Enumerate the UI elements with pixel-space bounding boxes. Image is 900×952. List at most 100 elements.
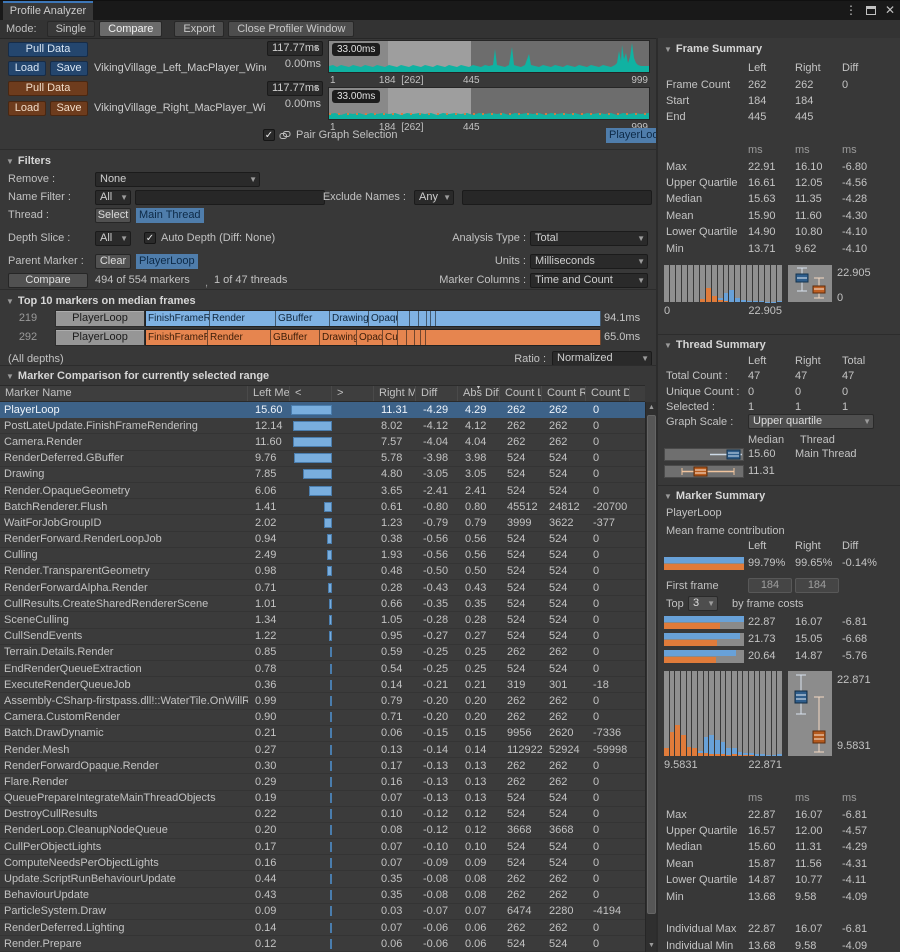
thread-row[interactable]: 11.31 <box>658 464 900 480</box>
table-row[interactable]: RenderForward.RenderLoopJob 0.94 0.38 -0.56… <box>0 531 645 548</box>
right-frame-graph[interactable]: 33.00ms <box>328 87 650 120</box>
top10-header[interactable]: ▼ Top 10 markers on median frames <box>6 295 196 307</box>
left-scale-dropdown[interactable]: 117.77ms ▼ <box>267 41 323 56</box>
table-row[interactable]: Render.OpaqueGeometry 6.06 3.65 -2.41 2.41 52… <box>0 482 645 500</box>
top-n-dropdown[interactable]: 3 ▼ <box>688 596 718 611</box>
table-row[interactable]: BehaviourUpdate 0.43 0.35 -0.08 0.08 262 262 0 <box>0 887 645 904</box>
table-row[interactable]: DestroyCullResults 0.22 0.10 -0.12 0.12 524 52… <box>0 806 645 823</box>
parent-clear-button[interactable]: Clear <box>95 254 131 269</box>
marker-segment[interactable] <box>431 311 436 326</box>
left-frame-graph[interactable]: 33.00ms <box>328 40 650 73</box>
marker-segment[interactable] <box>398 311 410 326</box>
pull-data-right-button[interactable]: Pull Data <box>8 81 88 96</box>
filters-header[interactable]: ▼ Filters <box>6 155 51 167</box>
comparison-header[interactable]: ▼ Marker Comparison for currently selecte… <box>6 370 270 382</box>
table-row[interactable]: EndRenderQueueExtraction 0.78 0.54 -0.25 0.2… <box>0 661 645 678</box>
marker-segment[interactable] <box>427 311 431 326</box>
frame-summary-header[interactable]: ▼ Frame Summary <box>664 43 763 55</box>
marker-root-button[interactable]: PlayerLoop <box>55 329 145 346</box>
table-row[interactable]: QueuePrepareIntegrateMainThreadObjects 0.… <box>0 790 645 807</box>
marker-segment[interactable]: Opaqu <box>369 311 398 326</box>
marker-segment[interactable]: GBuffer <box>276 311 330 326</box>
mode-single-button[interactable]: Single <box>46 21 96 37</box>
save-right-button[interactable]: Save <box>50 101 88 116</box>
marker-segment[interactable]: Opaqu <box>357 330 383 345</box>
panel-divider[interactable] <box>656 38 658 952</box>
column-header[interactable]: Left Med <box>248 386 290 401</box>
table-row[interactable]: Camera.Render 11.60 7.57 -4.04 4.04 262 262 0 <box>0 434 645 451</box>
marker-segment[interactable] <box>419 311 427 326</box>
marker-segment[interactable]: FinishFrameRe <box>146 311 210 326</box>
scroll-down-icon[interactable]: ▼ <box>648 942 655 949</box>
table-row[interactable]: BatchRenderer.Flush 1.41 0.61 -0.80 0.80 4551… <box>0 499 645 516</box>
table-row[interactable]: Batch.DrawDynamic 0.21 0.06 -0.15 0.15 9956 26… <box>0 725 645 742</box>
table-row[interactable]: WaitForJobGroupID 2.02 1.23 -0.79 0.79 3999 36… <box>0 515 645 532</box>
column-header[interactable]: Count D <box>586 386 630 401</box>
auto-depth-checkbox[interactable]: ✓ <box>144 232 156 244</box>
save-left-button[interactable]: Save <box>50 61 88 76</box>
table-row[interactable]: PostLateUpdate.FinishFrameRendering 12.14… <box>0 418 645 435</box>
table-row[interactable]: CullSendEvents 1.22 0.95 -0.27 0.27 524 524 0 <box>0 628 645 645</box>
frame-histogram[interactable] <box>664 265 783 302</box>
table-row[interactable]: Drawing 7.85 4.80 -3.05 3.05 524 524 0 <box>0 466 645 483</box>
marker-segment[interactable] <box>426 330 601 345</box>
name-filter-input[interactable] <box>135 190 325 205</box>
thread-select-button[interactable]: Select <box>95 208 131 223</box>
right-scale-dropdown[interactable]: 117.77ms ▼ <box>267 81 323 96</box>
close-profiler-button[interactable]: Close Profiler Window <box>228 21 355 37</box>
name-filter-mode-dropdown[interactable]: All ▼ <box>95 190 131 205</box>
column-header[interactable]: Marker Name <box>0 386 248 401</box>
marker-histogram[interactable] <box>664 671 783 756</box>
table-row[interactable]: Flare.Render 0.29 0.16 -0.13 0.13 262 262 0 <box>0 774 645 791</box>
marker-columns-dropdown[interactable]: Time and Count ▼ <box>530 273 648 288</box>
marker-summary-header[interactable]: ▼ Marker Summary <box>664 490 766 502</box>
table-row[interactable]: Update.ScriptRunBehaviourUpdate 0.44 0.35 -… <box>0 871 645 888</box>
column-header[interactable]: Abs Diff ▼ <box>458 386 500 401</box>
marker-segment[interactable] <box>415 330 421 345</box>
table-row[interactable]: Culling 2.49 1.93 -0.56 0.56 524 524 0 <box>0 547 645 564</box>
scrollbar-thumb[interactable] <box>647 415 656 914</box>
column-header[interactable]: < <box>290 386 332 401</box>
depth-dropdown[interactable]: All ▼ <box>95 231 131 246</box>
table-row[interactable]: ComputeNeedsPerObjectLights 0.16 0.07 -0.09… <box>0 855 645 872</box>
table-row[interactable]: RenderDeferred.Lighting 0.14 0.07 -0.06 0.06… <box>0 920 645 937</box>
units-dropdown[interactable]: Milliseconds ▼ <box>530 254 648 269</box>
ratio-dropdown[interactable]: Normalized ▼ <box>552 351 652 366</box>
kebab-menu-icon[interactable]: ⋮ <box>844 3 857 17</box>
table-row[interactable]: Terrain.Details.Render 0.85 0.59 -0.25 0.25 2… <box>0 644 645 661</box>
scroll-up-icon[interactable]: ▲ <box>648 404 655 411</box>
table-row[interactable]: Camera.CustomRender 0.90 0.71 -0.20 0.20 262 2… <box>0 709 645 726</box>
remove-dropdown[interactable]: None ▼ <box>95 172 260 187</box>
column-header[interactable]: Right Med <box>374 386 416 401</box>
table-row[interactable]: ParticleSystem.Draw 0.09 0.03 -0.07 0.07 6474… <box>0 903 645 920</box>
pull-data-left-button[interactable]: Pull Data <box>8 42 88 57</box>
exclude-mode-dropdown[interactable]: Any ▼ <box>414 190 454 205</box>
table-row[interactable]: RenderLoop.CleanupNodeQueue 0.20 0.08 -0.12… <box>0 822 645 840</box>
table-row[interactable]: SceneCulling 1.34 1.05 -0.28 0.28 524 524 0 <box>0 612 645 629</box>
export-button[interactable]: Export <box>174 21 225 37</box>
table-row[interactable]: Render.Prepare 0.12 0.06 -0.06 0.06 524 524 0 <box>0 936 645 952</box>
table-row[interactable]: RenderForwardAlpha.Render 0.71 0.28 -0.43 0.… <box>0 580 645 597</box>
mode-compare-button[interactable]: Compare <box>99 21 163 37</box>
column-header[interactable]: Count Le <box>500 386 542 401</box>
marker-segment[interactable] <box>398 330 407 345</box>
marker-segment[interactable]: Render <box>208 330 271 345</box>
marker-segment[interactable]: Drawing <box>330 311 369 326</box>
table-row[interactable]: Render.TransparentGeometry 0.98 0.48 -0.50 0… <box>0 563 645 581</box>
table-row[interactable]: RenderDeferred.GBuffer 9.76 5.78 -3.98 3.98 5… <box>0 450 645 467</box>
table-row[interactable]: CullResults.CreateSharedRendererScene 1.0… <box>0 596 645 613</box>
column-header[interactable]: Count R <box>542 386 586 401</box>
pair-selection-checkbox[interactable]: ✓ <box>263 129 275 141</box>
vertical-scrollbar[interactable]: ▲ ▼ <box>645 402 657 952</box>
thread-row[interactable]: 15.60 Main Thread <box>658 447 900 463</box>
compare-button[interactable]: Compare <box>8 273 88 288</box>
column-header[interactable]: Diff <box>416 386 458 401</box>
marker-segment[interactable] <box>436 311 601 326</box>
load-right-button[interactable]: Load <box>8 101 46 116</box>
table-row[interactable]: CullPerObjectLights 0.17 0.07 -0.10 0.10 524 5… <box>0 839 645 856</box>
table-row[interactable]: Render.Mesh 0.27 0.13 -0.14 0.14 112922 52924-… <box>0 741 645 759</box>
marker-segment[interactable]: GBuffer <box>271 330 320 345</box>
marker-segment[interactable] <box>407 330 415 345</box>
marker-segment[interactable] <box>410 311 419 326</box>
